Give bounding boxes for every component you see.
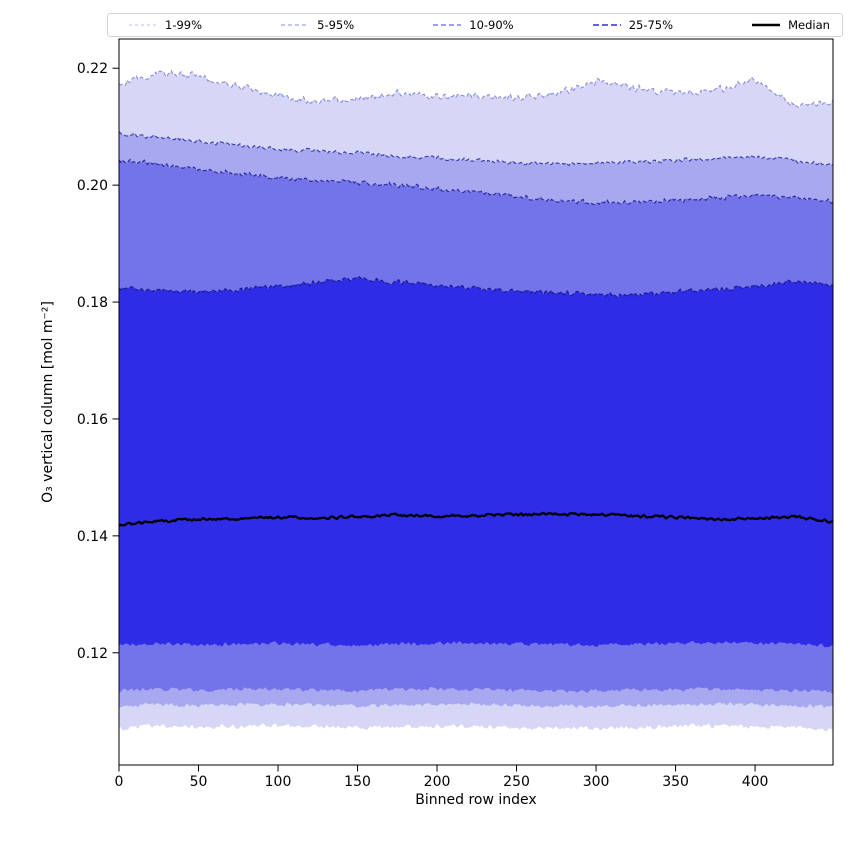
- x-tick-label: 300: [583, 774, 610, 790]
- y-tick-label: 0.14: [77, 529, 108, 545]
- median-line: [119, 511, 833, 527]
- x-tick-label: 400: [742, 774, 769, 790]
- y-tick-label: 0.16: [77, 412, 108, 428]
- band-25-75%: [119, 276, 833, 648]
- legend-entry-median: Median: [751, 18, 830, 32]
- legend-entry-10-90: 10-90%: [432, 18, 514, 32]
- edge-line-p95: [119, 131, 833, 167]
- legend-entry-25-75: 25-75%: [592, 18, 673, 32]
- legend-entry-5-95: 5-95%: [280, 18, 354, 32]
- legend-entry-1-99: 1-99%: [128, 18, 202, 32]
- x-tick-label: 350: [662, 774, 689, 790]
- plot-frame: [118, 38, 834, 766]
- y-axis-label: O₃ vertical column [mol m⁻²]: [40, 301, 56, 503]
- edge-line-p99: [119, 69, 833, 109]
- legend-label: 25-75%: [628, 18, 674, 32]
- plot-area: [119, 69, 833, 732]
- y-tick-label: 0.12: [77, 646, 108, 662]
- y-tick-label: 0.22: [77, 61, 108, 77]
- axes: 0 50 100 150 200 250 300 350 400 0.12 0.14 0.16 0.18…: [77, 61, 769, 790]
- legend-label: 5-95%: [317, 18, 355, 32]
- x-tick-label: 200: [424, 774, 451, 790]
- x-tick-label: 0: [115, 774, 124, 790]
- band-1-99-line-icon: [129, 24, 157, 26]
- band-10-90-line-icon: [433, 24, 462, 26]
- x-tick-label: 100: [265, 774, 292, 790]
- x-tick-label: 50: [190, 774, 208, 790]
- x-tick-label: 150: [344, 774, 371, 790]
- x-axis-label: Binned row index: [415, 792, 536, 808]
- legend: 1-99% 5-95% 10-90% 25-75% Median: [107, 13, 843, 37]
- legend-label: Median: [788, 18, 830, 32]
- band-25-75-line-icon: [592, 23, 621, 27]
- x-tick-label: 250: [503, 774, 530, 790]
- legend-label: 1-99%: [165, 18, 203, 32]
- y-tick-label: 0.20: [77, 178, 108, 194]
- legend-label: 10-90%: [469, 18, 514, 32]
- band-5-95-line-icon: [281, 24, 310, 26]
- edge-line-p75: [119, 276, 833, 298]
- y-tick-label: 0.18: [77, 295, 108, 311]
- median-line-icon: [752, 23, 781, 27]
